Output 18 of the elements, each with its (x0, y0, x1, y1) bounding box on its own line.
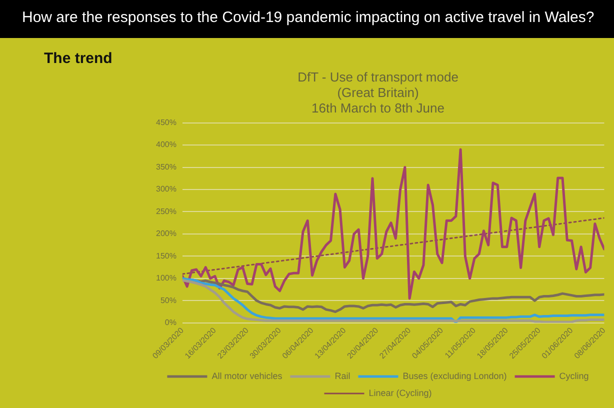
y-tick-label: 400% (156, 140, 176, 150)
y-tick-label: 300% (156, 184, 176, 194)
legend-label: Buses (excluding London) (402, 370, 507, 381)
legend-label: Rail (334, 370, 350, 381)
y-tick-label: 250% (156, 206, 176, 216)
text: The trend (43, 49, 114, 69)
chart-title: DfT - Use of transport mode (Great Britain) 16th March to 8th June (298, 69, 458, 116)
y-tick-label: 0% (164, 318, 176, 328)
y-tick-label: 50% (160, 296, 176, 305)
y-tick-label: 200% (156, 229, 176, 238)
y-tick-label: 350% (156, 162, 176, 172)
legend-label: Linear (Cycling) (368, 388, 432, 398)
legend-label: Cycling (559, 370, 589, 381)
legend-label: All motor vehicles (212, 370, 283, 381)
y-tick-label: 100% (156, 274, 176, 283)
y-tick-label: 150% (156, 251, 176, 260)
y-tick-label: 450% (156, 118, 176, 128)
text: How are the responses to the Covid-19 pandemic impacting on active travel in Wales? (0, 0, 614, 38)
